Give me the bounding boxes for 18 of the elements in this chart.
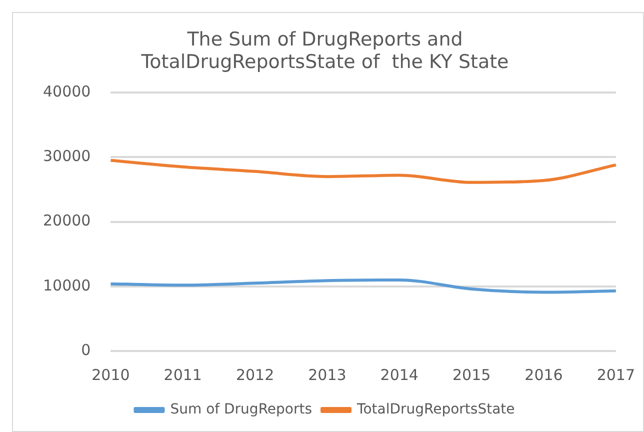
chart-title: The Sum of DrugReports and TotalDrugReportsState of the KY State — [140, 28, 509, 74]
x-tick-label: 2013 — [308, 366, 346, 384]
legend-label: TotalDrugReportsState — [356, 402, 515, 418]
x-tick-label: 2016 — [524, 366, 563, 384]
y-tick-label: 30000 — [43, 147, 91, 166]
x-tick-label: 2010 — [92, 366, 130, 384]
x-tick-label: 2015 — [452, 366, 491, 384]
x-tick-label: 2017 — [596, 366, 636, 384]
x-tick-label: 2012 — [236, 366, 274, 384]
y-tick-label: 0 — [81, 340, 91, 359]
y-tick-label: 10000 — [43, 276, 91, 294]
x-tick-label: 2011 — [164, 366, 202, 384]
line-series — [109, 158, 618, 184]
legend-label: Sum of DrugReports — [170, 402, 312, 418]
line-series — [109, 278, 618, 294]
x-tick-label: 2014 — [380, 366, 418, 384]
y-tick-label: 20000 — [43, 212, 91, 230]
y-tick-label: 40000 — [43, 82, 91, 100]
